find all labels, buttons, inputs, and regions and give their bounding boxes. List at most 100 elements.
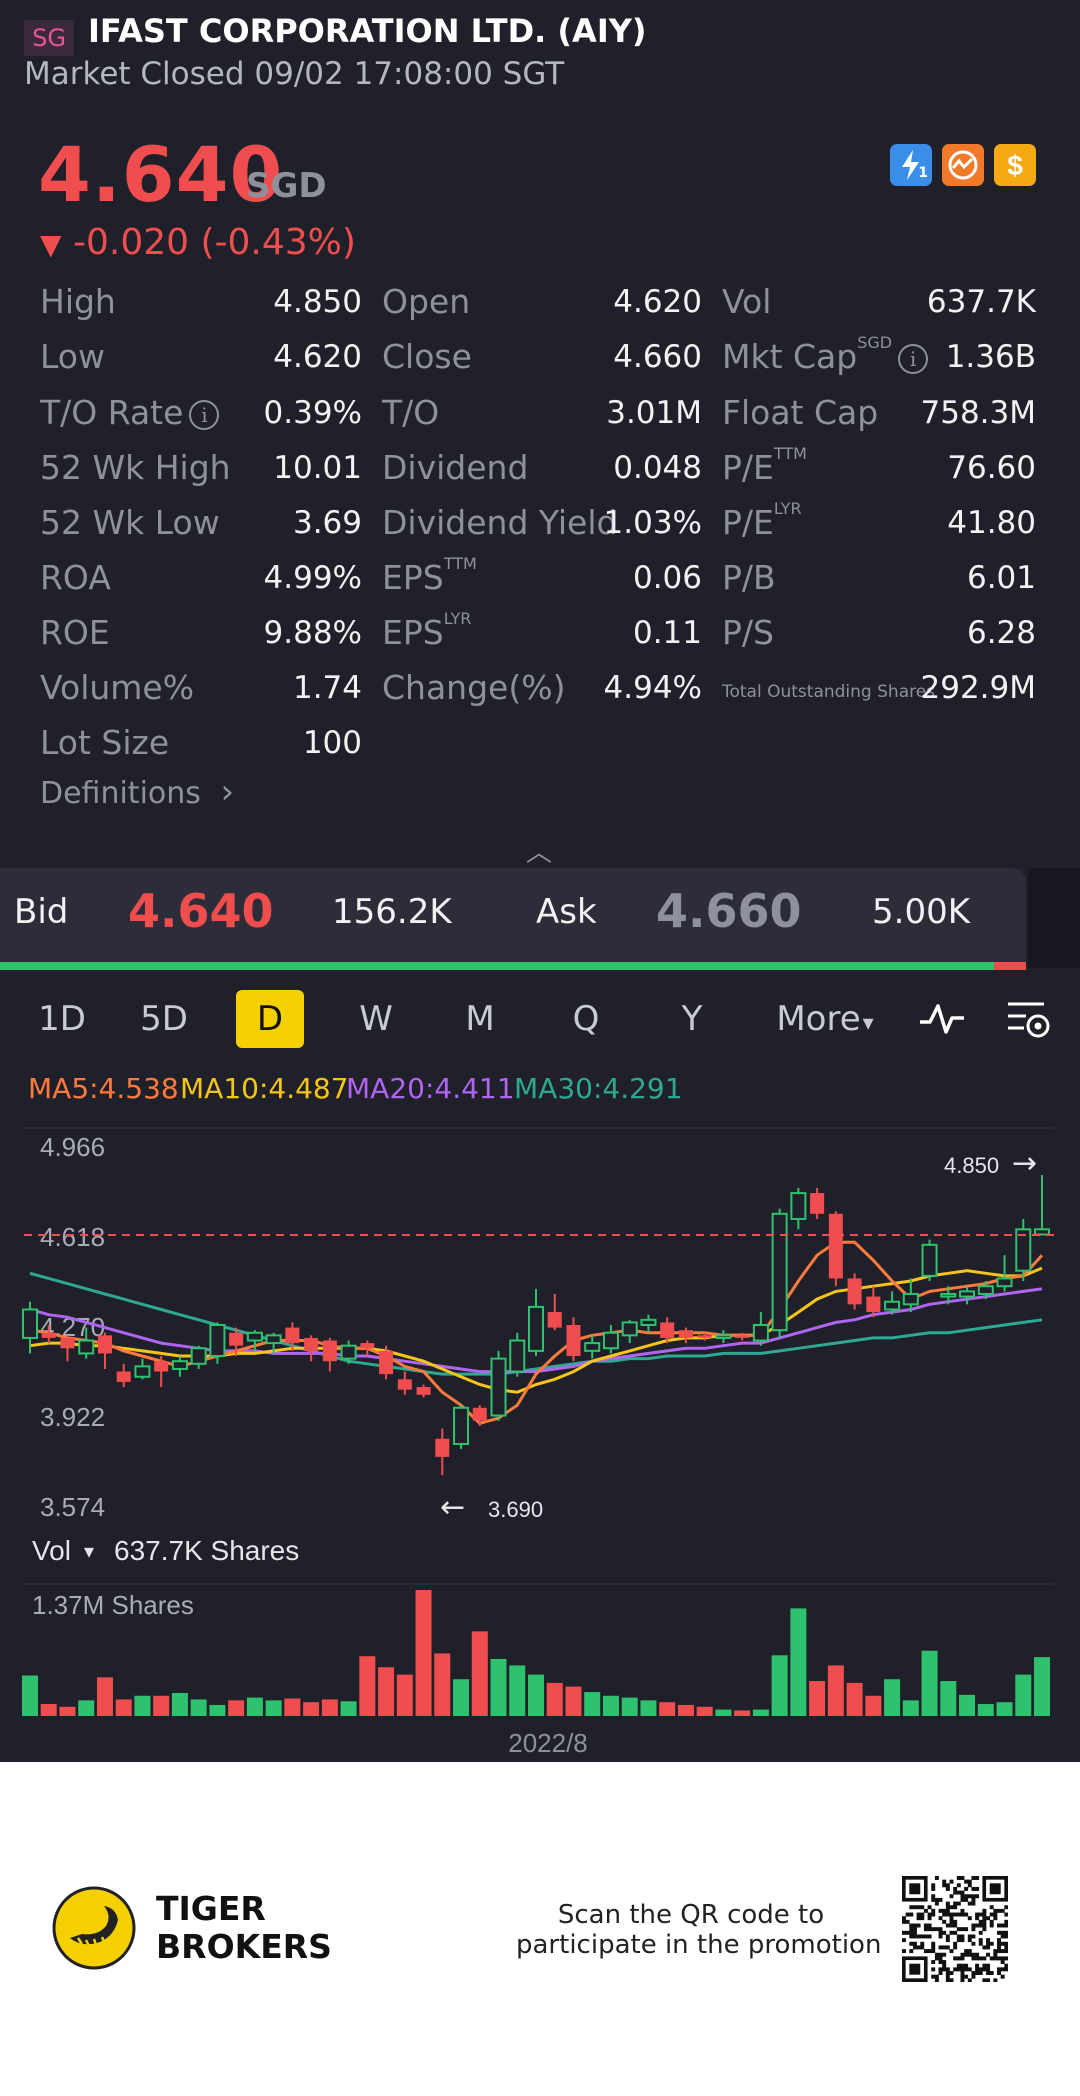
tab-more[interactable]: More▾ <box>770 990 880 1048</box>
volume-bar <box>565 1686 582 1716</box>
tab-1d[interactable]: 1D <box>38 999 86 1039</box>
stat-label: High <box>40 282 116 321</box>
stat-value: 10.01 <box>273 450 362 486</box>
candle-body <box>435 1438 450 1457</box>
stat-value: 292.9M <box>920 670 1037 706</box>
price-change: ▼ -0.020 (-0.43%) <box>40 222 356 263</box>
stat-label: Mkt CapSGDi <box>722 333 929 376</box>
promo-line-2: participate in the promotion <box>516 1930 882 1960</box>
candle-body <box>996 1277 1013 1288</box>
stat-label: EPSLYR <box>382 609 472 652</box>
volume-bar <box>546 1682 563 1716</box>
candle-body <box>621 1321 638 1337</box>
candle-body <box>472 1407 487 1421</box>
candle-body <box>921 1243 938 1277</box>
stat-label: EPSTTM <box>382 554 477 597</box>
stat-label: P/B <box>722 558 776 597</box>
tab-y[interactable]: Y <box>681 999 703 1039</box>
volume-bar <box>1034 1657 1050 1716</box>
y-tick-label: 4.966 <box>40 1132 105 1162</box>
stat-value: 1.74 <box>292 670 362 706</box>
stat-value: 758.3M <box>920 395 1037 431</box>
ma-label-1: MA5:4.538 <box>28 1072 179 1105</box>
volume-bar <box>284 1698 301 1716</box>
volume-bar <box>59 1706 76 1716</box>
bid-depth-bar <box>0 962 994 970</box>
down-arrow-icon: ▼ <box>40 228 62 261</box>
candle-body <box>265 1334 282 1345</box>
definitions-link[interactable]: Definitions › <box>40 772 234 812</box>
stat-label-sup: SGD <box>857 333 893 352</box>
candle-body <box>134 1365 151 1378</box>
stat-value: 4.99% <box>263 560 362 596</box>
candle-body <box>528 1305 544 1352</box>
info-icon[interactable]: i <box>189 399 220 430</box>
stat-value: 76.60 <box>947 450 1036 486</box>
collapse-chevron-icon[interactable]: ︿ <box>526 838 553 868</box>
stat-value: 637.7K <box>926 284 1036 320</box>
volume-bar <box>584 1692 601 1716</box>
stat-label: 52 Wk High <box>40 448 231 487</box>
stat-label-sup: LYR <box>773 499 802 518</box>
candle-body <box>154 1361 169 1372</box>
y-tick-label: 3.574 <box>40 1492 105 1522</box>
y-tick-label: 3.922 <box>40 1402 105 1432</box>
candle-body <box>902 1292 919 1306</box>
indicator-icon[interactable] <box>918 998 966 1044</box>
stat-label-sup: TTM <box>773 444 807 463</box>
candle-body <box>884 1300 901 1311</box>
caret-down-icon: ▾ <box>862 1011 874 1036</box>
volume-bar <box>303 1702 320 1716</box>
tab-w[interactable]: W <box>359 999 393 1039</box>
volume-bar <box>415 1590 432 1716</box>
tab-d[interactable]: D <box>236 990 304 1048</box>
min-arrow-icon: ← <box>440 1490 465 1525</box>
volume-bar <box>921 1650 938 1716</box>
candle-body <box>97 1335 112 1354</box>
volume-value: 637.7K Shares <box>114 1535 299 1566</box>
candle-body <box>397 1379 412 1390</box>
stat-label: P/ELYR <box>722 499 802 542</box>
candle-body <box>828 1213 843 1279</box>
tab-5d[interactable]: 5D <box>140 999 188 1039</box>
volume-bar <box>827 1665 844 1716</box>
info-icon[interactable]: i <box>898 343 929 374</box>
ma30-line <box>29 1271 1043 1376</box>
candle-body <box>229 1332 244 1346</box>
volume-bar <box>809 1681 826 1716</box>
volume-bar <box>321 1699 338 1716</box>
volume-bar <box>996 1702 1013 1716</box>
max-price-label: 4.850 <box>944 1153 999 1178</box>
stat-label: Close <box>382 337 472 376</box>
lightning-sub-label: 1 <box>918 165 928 181</box>
candle-body <box>509 1339 526 1373</box>
stat-value: 3.01M <box>606 395 702 431</box>
trade-icon[interactable] <box>942 144 984 186</box>
volume-bar <box>977 1704 994 1716</box>
volume-bar <box>752 1709 769 1716</box>
volume-bar <box>640 1700 657 1716</box>
stat-label: Dividend Yield <box>382 503 618 542</box>
stat-value: 41.80 <box>947 505 1036 541</box>
candle-body <box>360 1343 375 1349</box>
volume-bar <box>715 1709 732 1716</box>
dollar-icon[interactable]: $ <box>994 144 1036 186</box>
stat-label-sup: LYR <box>443 609 472 628</box>
stat-value: 4.660 <box>613 339 702 375</box>
stat-value: 4.850 <box>273 284 362 320</box>
candle-body <box>453 1406 470 1445</box>
volume-bar <box>40 1704 57 1716</box>
promo-line-1: Scan the QR code to <box>557 1900 825 1930</box>
stat-label: 52 Wk Low <box>40 503 220 542</box>
volume-bar <box>659 1702 676 1716</box>
tab-q[interactable]: Q <box>572 999 600 1039</box>
currency: SGD <box>246 166 327 206</box>
volume-caret-icon: ▾ <box>84 1539 94 1563</box>
lightning-icon[interactable]: 1 <box>890 144 932 186</box>
ma-label-3: MA20:4.411 <box>346 1072 515 1105</box>
candle-body <box>584 1342 601 1352</box>
tab-m[interactable]: M <box>465 999 495 1039</box>
volume-bar <box>378 1667 395 1716</box>
chart-settings-icon[interactable] <box>1004 996 1052 1046</box>
